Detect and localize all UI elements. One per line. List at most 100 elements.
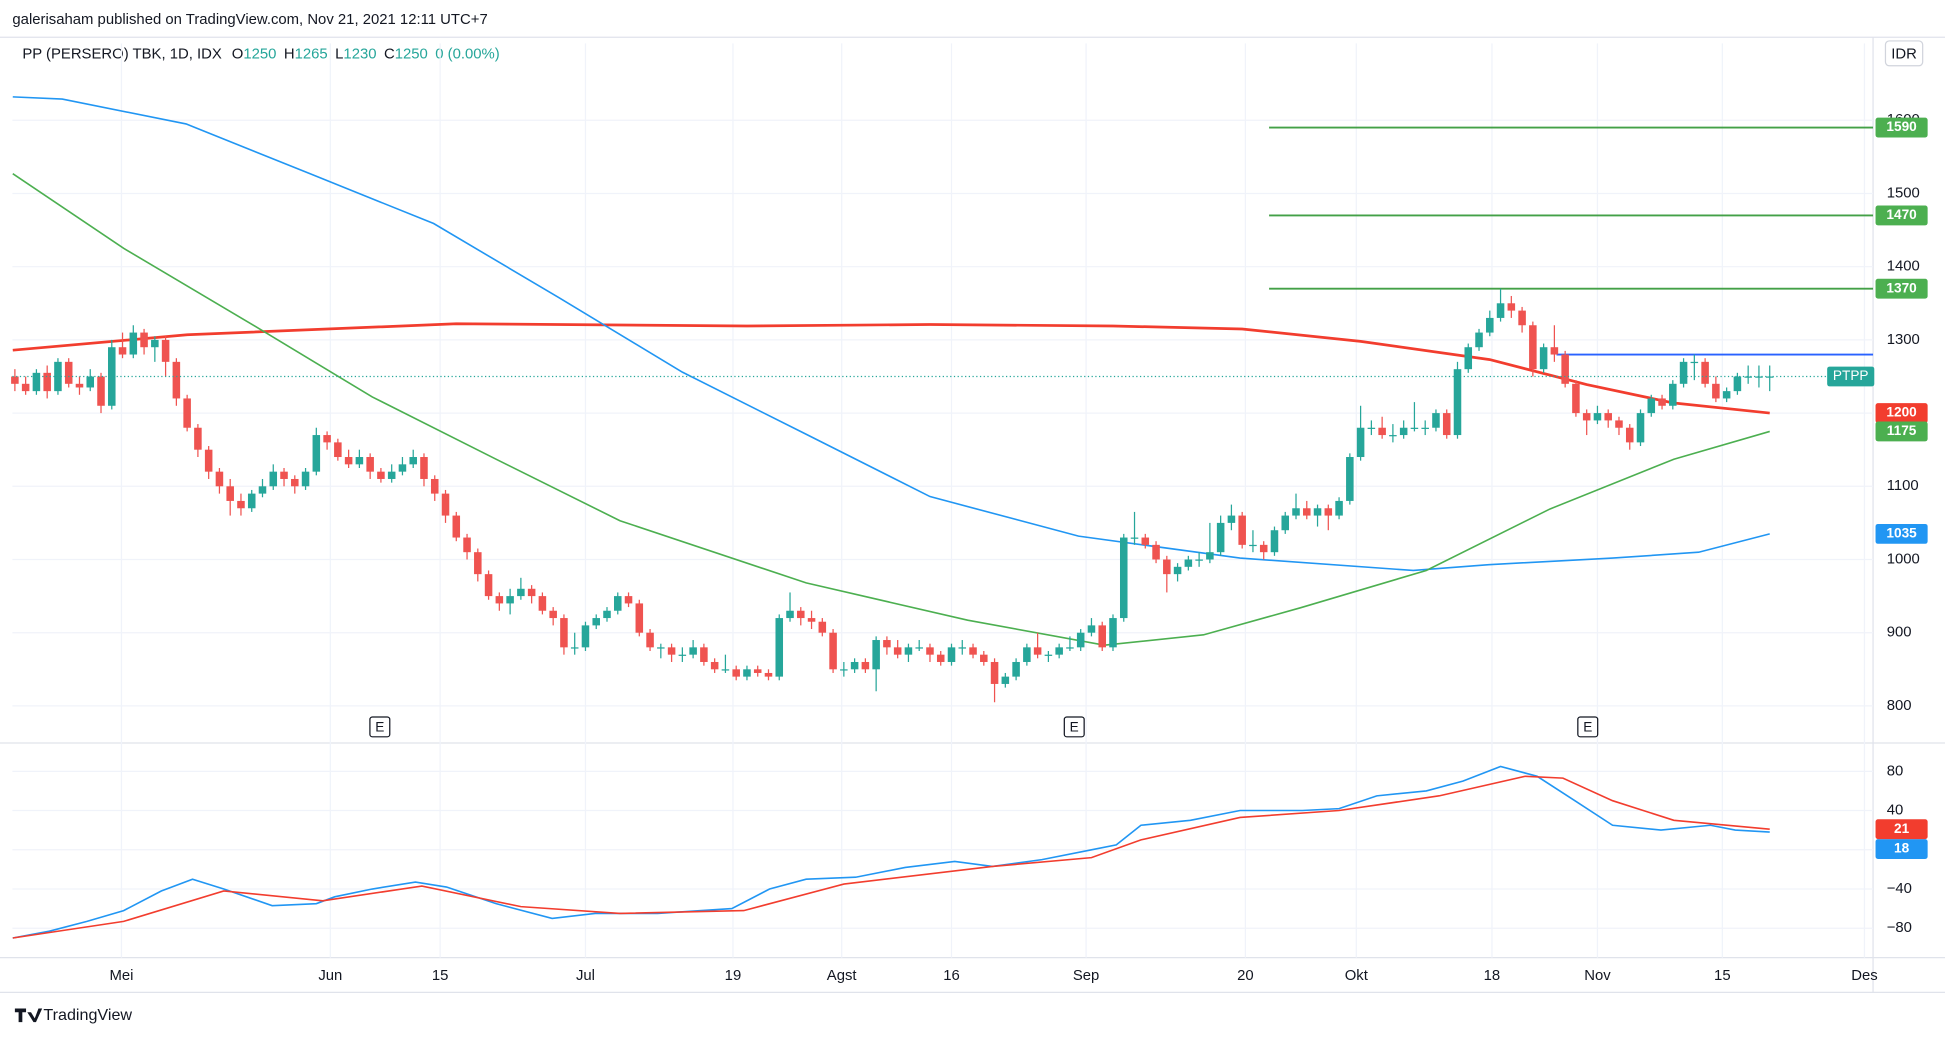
x-tick-label: Mei: [109, 968, 133, 984]
candle-body: [204, 449, 213, 472]
candle-body: [129, 332, 138, 355]
x-tick-label: 15: [1714, 968, 1731, 984]
x-tick-label: 18: [1484, 968, 1501, 984]
event-marker: [369, 716, 391, 738]
candle-body: [797, 610, 805, 619]
symbol-legend: PP (PERSERO) TBK, 1D, IDX O1250 H1265 L1230…: [22, 47, 499, 63]
candle-body: [560, 618, 568, 648]
x-tick-label: Jun: [318, 968, 342, 984]
price-badge-label: 21: [1894, 821, 1910, 836]
candle-body: [1324, 508, 1333, 516]
currency-box[interactable]: [1884, 40, 1924, 67]
candle-body: [301, 471, 310, 487]
price-badge-label: 1175: [1887, 423, 1917, 438]
event-marker: [1577, 716, 1599, 738]
candle-body: [915, 647, 923, 649]
candle-body: [1076, 632, 1085, 648]
candle-body: [323, 435, 331, 443]
candle-body: [1109, 618, 1117, 648]
candle-body: [969, 647, 977, 655]
currency[interactable]: IDR: [1891, 47, 1917, 63]
candle-body: [1259, 544, 1268, 553]
candle-body: [1346, 457, 1354, 501]
price-badge-label: 18: [1894, 841, 1910, 856]
candle-body: [1572, 383, 1580, 414]
candle-body: [474, 552, 482, 575]
candle-body: [1432, 413, 1440, 428]
candle-body: [936, 654, 945, 662]
candle-body: [140, 332, 148, 348]
x-tick-label: 15: [432, 968, 449, 984]
candle-body: [904, 647, 913, 655]
candle-body: [484, 574, 493, 597]
candle-body: [194, 427, 202, 450]
candle-body: [226, 486, 234, 501]
candle-body: [1615, 420, 1623, 428]
x-tick-label: Des: [1851, 968, 1877, 984]
candle-body: [355, 457, 364, 465]
price-badge: [1875, 421, 1928, 442]
logo-icon[interactable]: [14, 1008, 43, 1023]
candle-body: [151, 339, 159, 348]
candle-body: [1066, 647, 1074, 649]
ticker-label: PTPP: [1833, 368, 1869, 383]
event-label: E: [1583, 720, 1592, 735]
candle-body: [1636, 413, 1645, 443]
ohlc-value: 1250: [395, 47, 428, 63]
candle-body: [1496, 303, 1505, 318]
indicator-line: [12, 765, 1770, 939]
candle-body: [753, 669, 762, 673]
candle-body: [377, 471, 385, 479]
y-tick-label: 1000: [1887, 551, 1920, 567]
candle-body: [1184, 559, 1193, 567]
price-badge-label: 1200: [1886, 405, 1917, 420]
tv-logo[interactable]: [14, 1008, 43, 1023]
candle-body: [1227, 515, 1236, 523]
candle-body: [1292, 508, 1300, 516]
candle-body: [215, 471, 224, 487]
candle-body: [506, 596, 514, 604]
candle-body: [883, 640, 891, 648]
indicator-line: [12, 775, 1770, 939]
y-tick-label: 1100: [1887, 478, 1919, 494]
candle-body: [635, 603, 644, 633]
candle-body: [86, 376, 95, 388]
candle-body: [1647, 398, 1656, 414]
candle-body: [1163, 559, 1171, 575]
candle-body: [667, 647, 676, 655]
y-tick-label: 1400: [1887, 259, 1920, 275]
candle-body: [161, 339, 170, 362]
y-tick-label: 1500: [1887, 185, 1920, 201]
candle-body: [1238, 515, 1246, 545]
candle-body: [1130, 537, 1139, 539]
candle-body: [1486, 317, 1494, 333]
candle-body: [258, 486, 267, 494]
candle-body: [11, 376, 19, 384]
candle-body: [1464, 347, 1473, 370]
candle-body: [1281, 515, 1290, 531]
candle-body: [1507, 303, 1516, 311]
footer-brand[interactable]: TradingView: [43, 1006, 132, 1024]
candle-body: [1625, 427, 1634, 443]
candle-body: [1529, 325, 1537, 370]
price-badge-label: 1370: [1886, 280, 1917, 295]
ohlc-label: L: [335, 47, 343, 63]
candle-body: [183, 398, 191, 428]
candle-body: [1582, 413, 1591, 421]
candle-body: [1033, 647, 1042, 655]
candle-body: [1001, 676, 1010, 684]
candle-body: [990, 661, 999, 684]
x-tick-label: Agst: [827, 968, 858, 984]
candle-body: [75, 383, 84, 388]
candle-body: [818, 621, 827, 633]
published-line: galerisaham published on TradingView.com…: [12, 12, 487, 28]
candle-body: [1733, 376, 1742, 392]
candle-body: [1152, 544, 1160, 560]
candle-body: [280, 471, 288, 479]
candle-body: [1475, 332, 1483, 348]
price-badge: [1875, 523, 1928, 544]
y-tick-label: 80: [1887, 763, 1904, 779]
candle-body: [32, 372, 41, 392]
candle-body: [1098, 625, 1106, 648]
price-badge: [1875, 278, 1928, 299]
